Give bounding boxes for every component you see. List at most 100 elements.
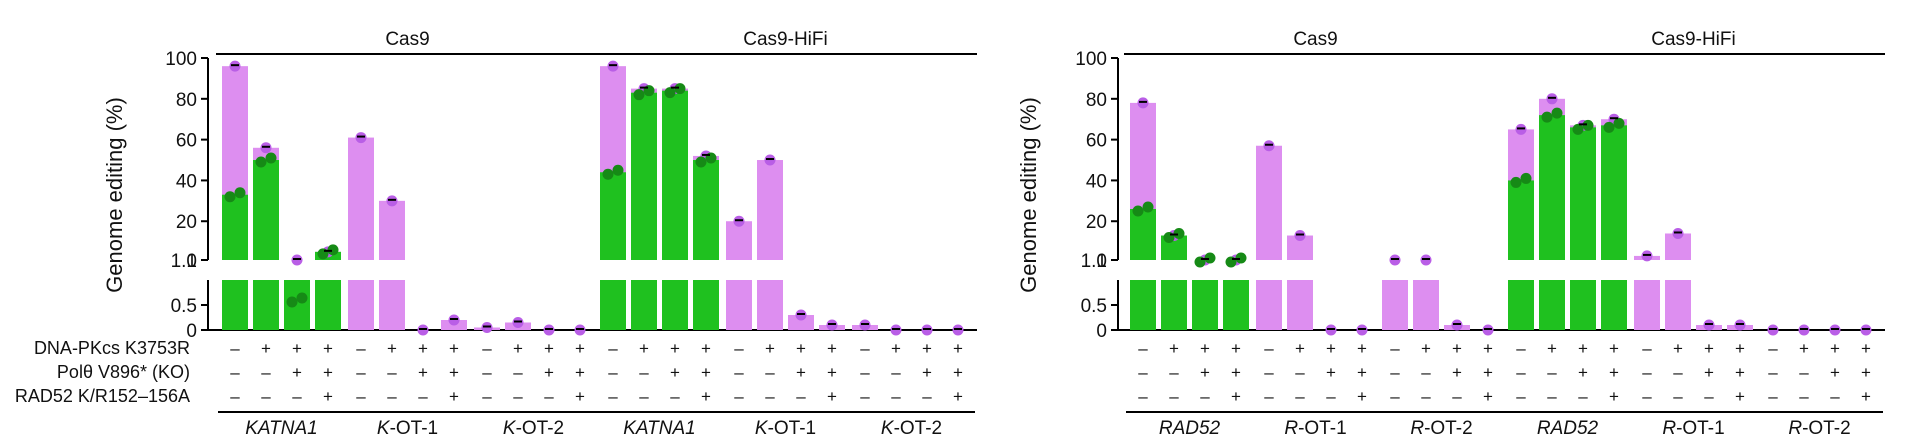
condition-sign: + — [1169, 339, 1179, 358]
group-title: Cas9-HiFi — [743, 29, 827, 50]
condition-sign: – — [608, 339, 618, 358]
bar-component — [222, 194, 248, 260]
condition-sign: + — [544, 363, 554, 382]
bar-total-lower — [1287, 280, 1313, 330]
bar-total-lower — [1665, 280, 1691, 330]
y-tick-label: 0 — [1096, 321, 1107, 342]
condition-sign: + — [953, 387, 963, 406]
locus-label-prefix: K — [881, 418, 895, 439]
condition-labels: DNA-PKcs K3753R Polθ V896* (KO) RAD52 K/… — [15, 338, 190, 406]
condition-sign: – — [387, 387, 397, 406]
locus-label: R-OT-2 — [1788, 418, 1850, 439]
bar-total-lower — [348, 280, 374, 330]
locus-rad52: – + + + – – + + – – – + RAD52 — [1126, 97, 1253, 439]
condition-sign: – — [230, 363, 240, 382]
locus-katna1: – + + + – – + + – – – + KATNA1 — [596, 60, 723, 439]
condition-sign: + — [1861, 363, 1871, 382]
condition-sign: + — [292, 363, 302, 382]
locus-k-ot-2: – + + + – – + + – – – + K-OT-2 — [848, 319, 975, 439]
condition-sign: – — [1516, 363, 1526, 382]
locus-label: RAD52 — [1159, 418, 1221, 439]
condition-sign: – — [1421, 363, 1431, 382]
condition-sign: + — [1578, 363, 1588, 382]
y-tick-label: 0.5 — [1081, 296, 1107, 317]
condition-sign: – — [608, 363, 618, 382]
condition-sign: + — [1295, 339, 1305, 358]
bar-total-lower — [379, 280, 405, 330]
data-point-component — [1603, 121, 1615, 133]
condition-sign: + — [418, 339, 428, 358]
data-point-component — [612, 164, 624, 176]
bar-total-lower — [1382, 280, 1408, 330]
condition-sign: – — [608, 387, 618, 406]
condition-sign: + — [1609, 363, 1619, 382]
condition-sign: + — [1483, 339, 1493, 358]
condition-sign: + — [1200, 339, 1210, 358]
condition-sign: + — [639, 339, 649, 358]
condition-sign: – — [1768, 363, 1778, 382]
locus-label-prefix: R — [1662, 418, 1676, 439]
condition-sign: – — [482, 339, 492, 358]
condition-sign: – — [482, 363, 492, 382]
y-tick-label: 80 — [1086, 90, 1107, 111]
condition-sign: – — [261, 363, 271, 382]
locus-label-suffix: -OT-1 — [1676, 418, 1725, 439]
locus-label-italic: KATNA1 — [245, 418, 318, 439]
condition-sign: – — [1830, 387, 1840, 406]
condition-sign: + — [544, 339, 554, 358]
condition-sign: – — [230, 339, 240, 358]
locus-rad52: – + + + – – + + – – – + RAD52 — [1504, 93, 1631, 439]
locus-label-italic: KATNA1 — [623, 418, 696, 439]
locus-label: R-OT-2 — [1410, 418, 1472, 439]
condition-sign: – — [922, 387, 932, 406]
y-tick-label: 1.0 — [1081, 251, 1107, 272]
condition-sign: + — [387, 339, 397, 358]
condition-sign: + — [449, 363, 459, 382]
locus-label: R-OT-1 — [1662, 418, 1724, 439]
locus-katna1: – + + + – – + + – – – + KATNA1 — [218, 60, 345, 439]
locus-label-suffix: -OT-2 — [516, 418, 565, 439]
condition-sign: + — [1357, 339, 1367, 358]
condition-sign: + — [1452, 339, 1462, 358]
condition-sign: + — [701, 339, 711, 358]
condition-sign: + — [1735, 363, 1745, 382]
locus-k-ot-1: – + + + – – + + – – – + K-OT-1 — [344, 132, 471, 439]
condition-sign: – — [860, 387, 870, 406]
condition-sign: + — [449, 339, 459, 358]
locus-label-prefix: K — [377, 418, 391, 439]
condition-sign: + — [1704, 363, 1714, 382]
condition-sign: – — [1264, 363, 1274, 382]
bar-component-lower — [631, 280, 657, 330]
locus-label-prefix: R — [1788, 418, 1802, 439]
bar-total — [757, 160, 783, 260]
condition-sign: + — [891, 339, 901, 358]
condition-sign: – — [292, 387, 302, 406]
condition-sign: + — [953, 363, 963, 382]
condition-sign: – — [513, 387, 523, 406]
condition-sign: + — [1326, 339, 1336, 358]
locus-label: R-OT-1 — [1284, 418, 1346, 439]
condition-sign: – — [356, 387, 366, 406]
y-tick-label: 0 — [186, 321, 197, 342]
data-point-component — [695, 156, 707, 168]
y-tick-label: 20 — [176, 212, 197, 233]
condition-sign: – — [1704, 387, 1714, 406]
bar-component-lower — [253, 280, 279, 330]
condition-sign: – — [1547, 363, 1557, 382]
condition-sign: – — [734, 339, 744, 358]
locus-label-suffix: -OT-1 — [390, 418, 439, 439]
locus-r-ot-1: – + + + – – + + – – – + R-OT-1 — [1252, 140, 1379, 439]
condition-sign: + — [449, 387, 459, 406]
bar-component — [1570, 127, 1596, 260]
locus-label-suffix: -OT-1 — [1298, 418, 1347, 439]
locus-label: RAD52 — [1537, 418, 1599, 439]
locus-label: K-OT-1 — [377, 418, 438, 439]
condition-sign: – — [1673, 363, 1683, 382]
condition-sign: + — [1483, 387, 1493, 406]
condition-sign: + — [1231, 387, 1241, 406]
condition-sign: – — [1673, 387, 1683, 406]
condition-sign: + — [827, 387, 837, 406]
condition-sign: – — [1264, 387, 1274, 406]
condition-sign: + — [953, 339, 963, 358]
condition-sign: + — [292, 339, 302, 358]
